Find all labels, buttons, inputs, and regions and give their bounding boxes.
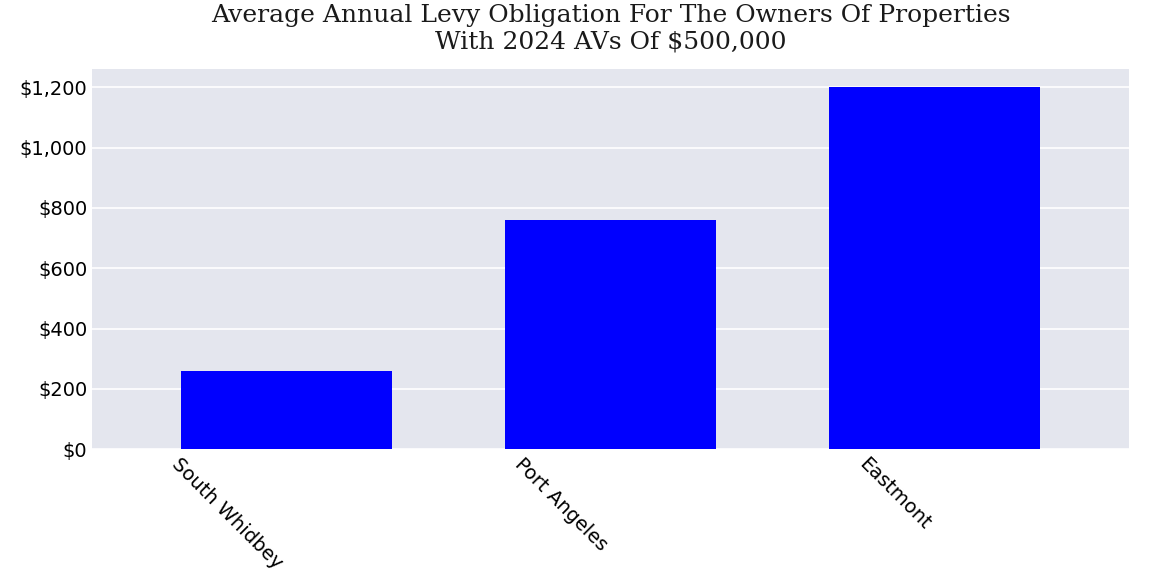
Bar xyxy=(829,87,1040,449)
Bar xyxy=(181,371,392,449)
Bar xyxy=(506,220,715,449)
Title: School District Enrichment Levies
November 5th 2024 Election
Average Annual Levy: School District Enrichment Levies Novemb… xyxy=(211,0,1010,54)
